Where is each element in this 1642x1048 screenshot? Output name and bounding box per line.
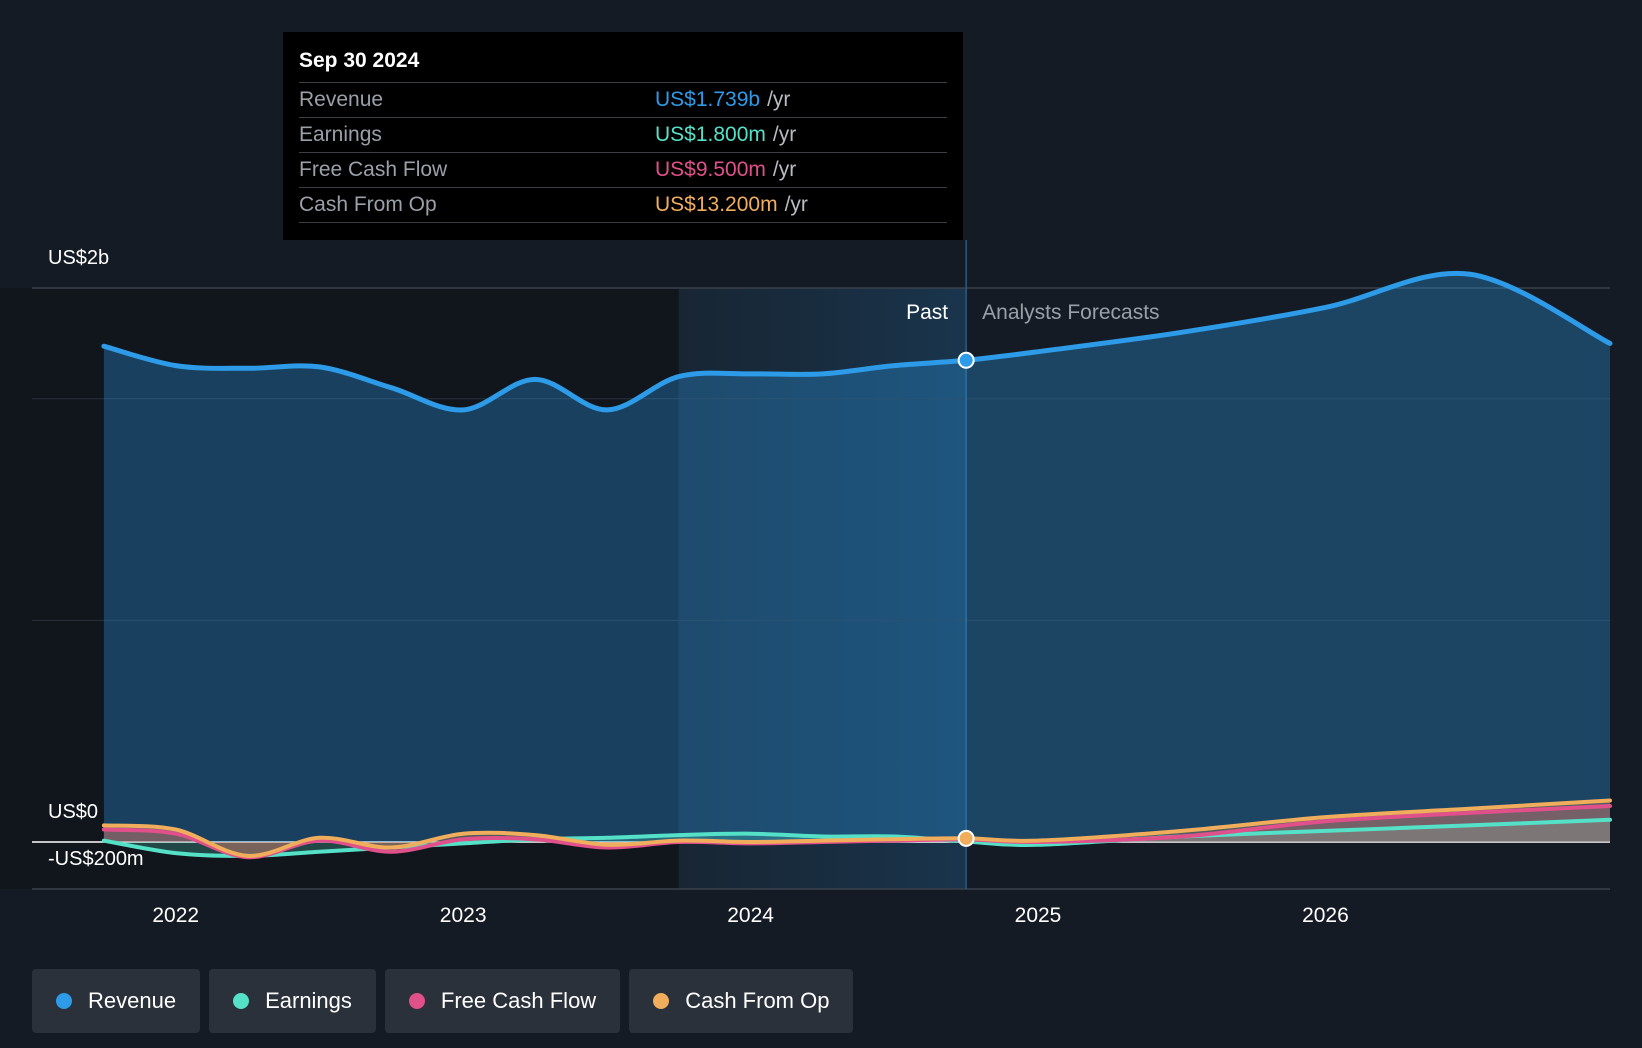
- tooltip-row-earnings: Earnings US$1.800m /yr: [299, 117, 947, 152]
- tooltip-label: Free Cash Flow: [299, 158, 448, 181]
- series-area-cash-from-op: [103, 800, 1610, 856]
- legend-label: Free Cash Flow: [440, 988, 597, 1013]
- legend-item-cash-from-op[interactable]: Cash From Op: [629, 969, 854, 1033]
- tooltip-value: US$9.500m: [655, 158, 766, 181]
- past-highlight: [678, 288, 967, 889]
- tooltip: Sep 30 2024 Revenue US$1.739b /yr Earnin…: [283, 32, 963, 240]
- tooltip-unit: /yr: [784, 193, 808, 216]
- tooltip-row-revenue: Revenue US$1.739b /yr: [299, 82, 947, 117]
- tooltip-label: Cash From Op: [299, 193, 437, 216]
- tooltip-unit: /yr: [772, 158, 797, 181]
- series-line-cash-from-op: [101, 798, 1612, 858]
- tooltip-value: US$1.800m: [655, 123, 766, 146]
- legend-label: Revenue: [88, 988, 177, 1013]
- legend-item-free-cash-flow[interactable]: Free Cash Flow: [384, 969, 621, 1033]
- legend-label: Earnings: [265, 988, 352, 1013]
- tooltip-unit: /yr: [772, 123, 797, 146]
- series-line-earnings: [101, 817, 1612, 858]
- legend-item-revenue[interactable]: Revenue: [32, 969, 201, 1033]
- series-area-revenue: [103, 273, 1610, 843]
- tooltip-value: US$1.739b: [655, 88, 761, 111]
- tooltip-label: Earnings: [299, 123, 382, 146]
- tooltip-unit: /yr: [767, 88, 791, 111]
- x-tick-label: 2025: [1015, 904, 1062, 927]
- tooltip-value: US$13.200m: [655, 193, 778, 216]
- series-line-revenue: [101, 270, 1613, 413]
- legend-dot-icon: [233, 993, 250, 1009]
- x-tick-label: 2023: [440, 904, 487, 927]
- revenue-marker: [957, 351, 975, 369]
- cash-from-op-marker: [957, 829, 975, 847]
- x-tick-label: 2026: [1302, 904, 1349, 927]
- legend-dot-icon: [653, 993, 670, 1009]
- past-label: Past: [906, 301, 948, 324]
- legend-item-earnings[interactable]: Earnings: [209, 969, 376, 1033]
- forecast-label: Analysts Forecasts: [982, 301, 1159, 324]
- legend-dot-icon: [56, 993, 72, 1009]
- tooltip-label: Revenue: [299, 88, 384, 111]
- x-tick-label: 2022: [152, 904, 199, 927]
- tooltip-date: Sep 30 2024: [299, 49, 420, 72]
- legend-label: Cash From Op: [685, 988, 830, 1013]
- y-tick-label: -US$200m: [48, 848, 144, 870]
- y-tick-label: US$0: [48, 801, 98, 823]
- past-background: [0, 288, 679, 889]
- y-tick-label: US$2b: [48, 247, 109, 269]
- x-tick-label: 2024: [727, 904, 774, 927]
- legend: Revenue Earnings Free Cash Flow Cash Fro…: [32, 969, 854, 1033]
- legend-dot-icon: [408, 993, 425, 1009]
- tooltip-row-cash-from-op: Cash From Op US$13.200m /yr: [299, 187, 947, 223]
- tooltip-row-free-cash-flow: Free Cash Flow US$9.500m /yr: [299, 152, 947, 187]
